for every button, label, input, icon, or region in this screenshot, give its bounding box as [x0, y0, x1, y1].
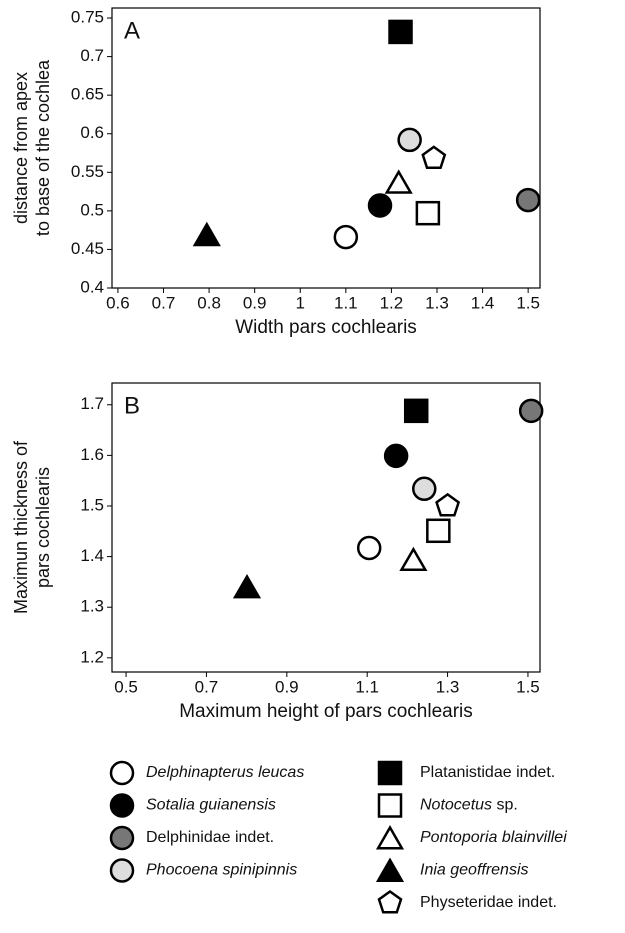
x-axis-title: Maximum height of pars cochlearis [179, 701, 473, 722]
y-tick-label: 1.7 [80, 394, 104, 413]
legend-word: Delphinidae [146, 829, 231, 846]
legend-word: geoffrensis [446, 862, 529, 879]
x-tick-label: 1.2 [380, 293, 404, 312]
x-tick-label: 1.5 [516, 677, 540, 696]
marker-square [426, 518, 451, 544]
y-axis-title: pars cochlearis [33, 467, 53, 588]
legend-word: Pontoporia [420, 829, 497, 846]
marker-triangle [192, 221, 221, 247]
legend-word: Delphinapterus [146, 764, 254, 781]
marker-circle [356, 535, 382, 561]
legend-marker [109, 793, 135, 818]
legend-marker [109, 760, 135, 786]
marker-circle [397, 127, 422, 153]
legend-word: indet. [513, 894, 557, 911]
marker-circle [412, 476, 437, 502]
x-tick-label: 1.5 [516, 293, 540, 312]
x-tick-label: 1.1 [355, 677, 379, 696]
legend-marker [377, 760, 403, 786]
x-tick-label: 1.4 [471, 293, 495, 312]
marker-triangle [399, 546, 428, 572]
y-tick-label: 0.65 [71, 85, 104, 104]
legend-word: leucas [254, 764, 305, 781]
legend-word: indet. [231, 829, 275, 846]
plot-frame [111, 382, 541, 673]
legend-word: Physeteridae [420, 894, 513, 911]
x-tick-label: 0.5 [114, 677, 138, 696]
x-tick-label: 1.3 [425, 293, 449, 312]
x-tick-label: 1.1 [334, 293, 358, 312]
legend-marker [377, 793, 403, 818]
marker-circle [333, 224, 359, 250]
legend-entry: Inia geoffrensis [420, 862, 529, 879]
x-tick-label: 0.9 [275, 677, 299, 696]
legend-word: Notocetus [420, 797, 492, 814]
y-tick-label: 1.4 [80, 546, 104, 565]
plot-frame [111, 7, 541, 289]
marker-square [388, 19, 413, 45]
marker-circle [515, 187, 541, 213]
marker-square [415, 200, 441, 226]
panel-label: B [124, 392, 140, 419]
marker-triangle [384, 169, 413, 194]
legend-word: indet. [512, 764, 556, 781]
y-tick-label: 1.5 [80, 495, 104, 514]
y-tick-label: 1.6 [80, 445, 104, 464]
y-tick-label: 0.55 [71, 162, 104, 181]
legend-entry: Delphinidae indet. [146, 829, 274, 846]
y-tick-label: 0.6 [80, 123, 104, 142]
marker-triangle [232, 574, 262, 599]
legend-marker [375, 824, 405, 850]
legend-entry: Pontoporia blainvillei [420, 829, 567, 846]
legend-marker [375, 857, 405, 882]
y-tick-label: 0.45 [71, 239, 104, 258]
y-tick-label: 0.5 [80, 200, 104, 219]
x-tick-label: 1.3 [436, 677, 460, 696]
legend-word: guianensis [195, 797, 276, 814]
legend-entry: Platanistidae indet. [420, 764, 555, 781]
marker-circle [367, 193, 393, 218]
legend-entry: Phocoena spinipinnis [146, 862, 297, 879]
y-axis-title: Maximun thickness of [11, 440, 31, 614]
legend-word: spinipinnis [218, 862, 297, 879]
y-axis-title: to base of the cochlea [33, 59, 53, 236]
x-tick-label: 0.9 [243, 293, 267, 312]
legend-entry: Physeteridae indet. [420, 894, 557, 911]
x-tick-label: 0.6 [106, 293, 130, 312]
legend-word: Inia [420, 862, 446, 879]
x-tick-label: 0.8 [197, 293, 221, 312]
x-axis-title: Width pars cochlearis [235, 317, 417, 338]
legend-entry: Sotalia guianensis [146, 797, 276, 814]
x-tick-label: 0.7 [195, 677, 219, 696]
marker-circle [383, 443, 409, 469]
legend-entry: Delphinapterus leucas [146, 764, 304, 781]
y-tick-label: 0.7 [80, 46, 104, 65]
y-tick-label: 1.3 [80, 597, 104, 616]
x-tick-label: 0.7 [152, 293, 176, 312]
legend-entry: Notocetus sp. [420, 797, 518, 814]
legend-word: blainvillei [497, 829, 567, 846]
legend-word: Sotalia [146, 797, 195, 814]
marker-pentagon [435, 492, 461, 517]
marker-circle [518, 398, 544, 424]
y-axis-title: distance from apex [11, 72, 31, 224]
legend-word: Platanistidae [420, 764, 512, 781]
legend-marker [109, 825, 135, 851]
legend-word: Phocoena [146, 862, 218, 879]
marker-square [403, 398, 429, 424]
y-tick-label: 0.4 [80, 277, 104, 296]
panel-label: A [124, 17, 140, 44]
legend-marker [377, 889, 403, 914]
y-tick-label: 0.75 [71, 8, 104, 27]
y-tick-label: 1.2 [80, 647, 104, 666]
legend-marker [109, 858, 135, 883]
x-tick-label: 1 [296, 293, 305, 312]
marker-pentagon [421, 145, 447, 170]
legend-word: sp. [492, 797, 518, 814]
